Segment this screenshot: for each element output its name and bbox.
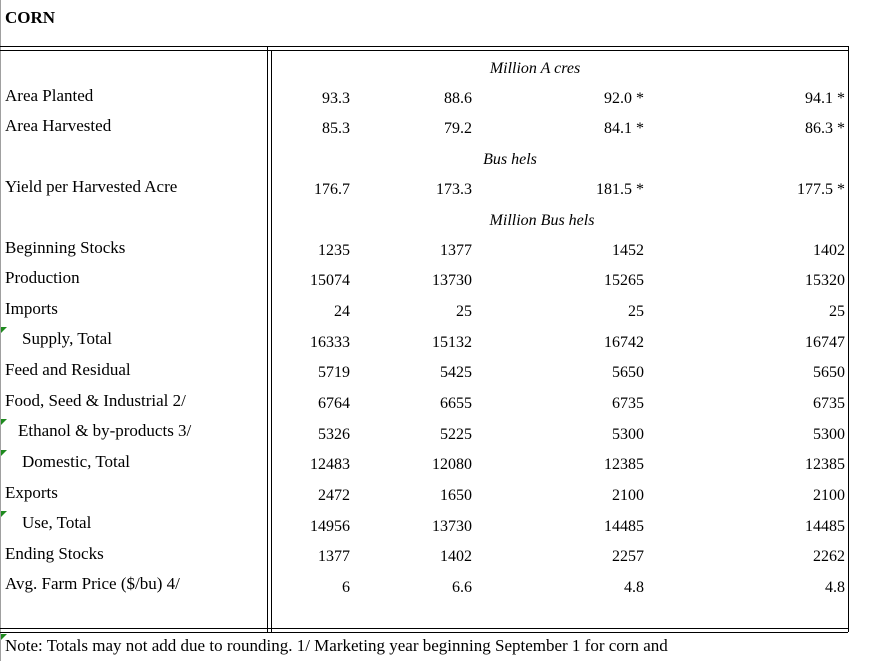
table-cell: 14956: [310, 518, 350, 535]
table-cell: 85.3: [322, 120, 350, 137]
comment-indicator-icon: [1, 511, 7, 517]
table-cell: 1235: [318, 242, 350, 259]
table-cell: 15074: [310, 272, 350, 289]
table-cell: 25: [456, 303, 472, 320]
row-label: Food, Seed & Industrial 2/: [5, 391, 186, 410]
table-cell: 2257: [612, 548, 644, 565]
table-cell: 16747: [805, 334, 845, 351]
table-cell: 2100: [813, 487, 845, 504]
table-cell: 12385: [604, 456, 644, 473]
header-rule-bottom: [0, 50, 848, 51]
row-label: Area Planted: [5, 86, 94, 105]
unit-million-acres: Million A cres: [489, 60, 581, 77]
table-cell: 5719: [318, 364, 350, 381]
table-cell: 2100: [612, 487, 644, 504]
table-cell: 12080: [432, 456, 472, 473]
table-cell: 4.8: [825, 579, 845, 596]
comment-indicator-icon: [1, 634, 7, 640]
row-label: Imports: [5, 299, 58, 318]
column-divider-right: [271, 50, 272, 632]
table-cell: 5225: [440, 426, 472, 443]
row-label: Production: [5, 268, 80, 287]
table-cell: 6764: [318, 395, 350, 412]
unit-million-bushels: Million Bus hels: [489, 212, 595, 229]
table-cell: 6: [342, 579, 350, 596]
table-cell: 1377: [318, 548, 350, 565]
table-cell: 5650: [813, 364, 845, 381]
table-cell: 5425: [440, 364, 472, 381]
table-cell: 13730: [432, 272, 472, 289]
table-cell: 16742: [604, 334, 644, 351]
footer-rule-bottom: [0, 632, 848, 633]
table-cell: 15320: [805, 272, 845, 289]
unit-bushels: Bus hels: [483, 151, 537, 168]
row-label: Beginning Stocks: [5, 238, 126, 257]
row-label: Use, Total: [22, 513, 92, 532]
column-divider-left: [267, 46, 268, 632]
frame-right-border: [848, 46, 849, 632]
footer-rule-top: [0, 628, 848, 629]
table-cell: 84.1 *: [604, 120, 644, 137]
table-cell: 181.5 *: [596, 181, 644, 198]
table-cell: 92.0 *: [604, 90, 644, 107]
table-cell: 14485: [604, 518, 644, 535]
row-label: Ethanol & by-products 3/: [18, 421, 192, 440]
row-label: Exports: [5, 483, 58, 502]
table-cell: 5300: [612, 426, 644, 443]
frame-left-border: [0, 0, 1, 661]
table-cell: 14485: [805, 518, 845, 535]
table-cell: 6735: [612, 395, 644, 412]
row-label: Area Harvested: [5, 116, 112, 135]
row-label: Ending Stocks: [5, 544, 104, 563]
table-cell: 2472: [318, 487, 350, 504]
comment-indicator-icon: [1, 419, 7, 425]
table-cell: 1650: [440, 487, 472, 504]
table-cell: 4.8: [624, 579, 644, 596]
comment-indicator-icon: [1, 327, 7, 333]
table-cell: 93.3: [322, 90, 350, 107]
table-cell: 2262: [813, 548, 845, 565]
table-cell: 173.3: [436, 181, 472, 198]
table-cell: 5300: [813, 426, 845, 443]
table-cell: 13730: [432, 518, 472, 535]
table-cell: 176.7: [314, 181, 350, 198]
table-cell: 1402: [440, 548, 472, 565]
header-rule-top: [0, 46, 848, 47]
table-cell: 5326: [318, 426, 350, 443]
table-cell: 6735: [813, 395, 845, 412]
table-cell: 15265: [604, 272, 644, 289]
table-cell: 79.2: [444, 120, 472, 137]
row-label: Domestic, Total: [22, 452, 131, 471]
table-cell: 12483: [310, 456, 350, 473]
table-cell: 24: [334, 303, 350, 320]
table-cell: 25: [829, 303, 845, 320]
row-label: Yield per Harvested Acre: [5, 177, 178, 196]
table-cell: 25: [628, 303, 644, 320]
table-cell: 88.6: [444, 90, 472, 107]
table-title: CORN: [5, 8, 56, 27]
table-cell: 15132: [432, 334, 472, 351]
row-label: Feed and Residual: [5, 360, 131, 379]
comment-indicator-icon: [1, 450, 7, 456]
table-cell: 1377: [440, 242, 472, 259]
row-label: Supply, Total: [22, 329, 112, 348]
table-cell: 6655: [440, 395, 472, 412]
table-cell: 16333: [310, 334, 350, 351]
table-cell: 177.5 *: [797, 181, 845, 198]
table-cell: 1402: [813, 242, 845, 259]
table-cell: 5650: [612, 364, 644, 381]
footnote: Note: Totals may not add due to rounding…: [5, 636, 668, 655]
table-cell: 1452: [612, 242, 644, 259]
table-cell: 12385: [805, 456, 845, 473]
row-label: Avg. Farm Price ($/bu) 4/: [5, 574, 180, 593]
table-cell: 94.1 *: [805, 90, 845, 107]
table-cell: 6.6: [452, 579, 472, 596]
table-cell: 86.3 *: [805, 120, 845, 137]
